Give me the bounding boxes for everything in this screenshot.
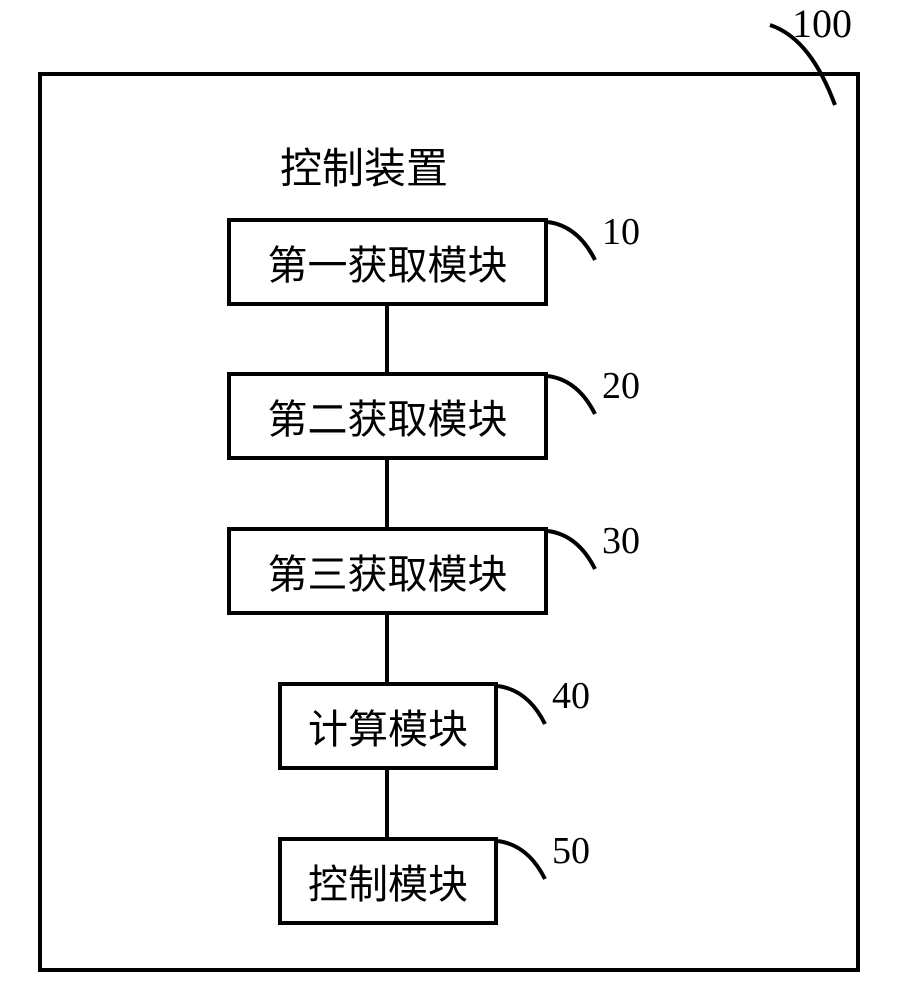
node-label-n20: 第二获取模块 — [268, 387, 508, 445]
node-n20: 第二获取模块 — [227, 372, 548, 460]
node-n50: 控制模块 — [278, 837, 498, 925]
node-number-n40: 40 — [552, 674, 590, 718]
edge-n30-n40 — [385, 615, 389, 682]
outer-label-100: 100 — [792, 0, 852, 47]
node-label-n40: 计算模块 — [308, 697, 468, 755]
node-number-n50: 50 — [552, 829, 590, 873]
node-n10: 第一获取模块 — [227, 218, 548, 306]
edge-n40-n50 — [385, 770, 389, 837]
node-n30: 第三获取模块 — [227, 527, 548, 615]
diagram-canvas: 100 控制装置 第一获取模块 10 第二获取模块 20 第三获取模块 30 计算模块 40 控… — [0, 0, 898, 1000]
node-n40: 计算模块 — [278, 682, 498, 770]
edge-n20-n30 — [385, 460, 389, 527]
node-number-n30: 30 — [602, 519, 640, 563]
node-number-n20: 20 — [602, 364, 640, 408]
edge-n10-n20 — [385, 306, 389, 372]
node-label-n10: 第一获取模块 — [268, 233, 508, 291]
node-label-n50: 控制模块 — [308, 852, 468, 910]
outer-title: 控制装置 — [280, 135, 448, 196]
node-number-n10: 10 — [602, 210, 640, 254]
node-label-n30: 第三获取模块 — [268, 542, 508, 600]
